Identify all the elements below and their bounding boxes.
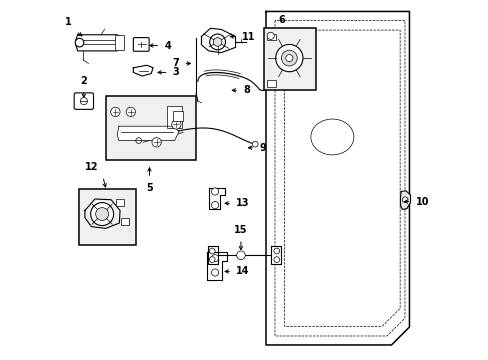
Circle shape — [211, 255, 218, 262]
Bar — [106, 96, 196, 160]
Circle shape — [209, 257, 215, 262]
Polygon shape — [271, 246, 281, 264]
Polygon shape — [207, 252, 226, 280]
Circle shape — [211, 202, 218, 209]
Text: 14: 14 — [236, 266, 249, 276]
FancyBboxPatch shape — [133, 38, 149, 51]
Circle shape — [211, 269, 218, 276]
Circle shape — [252, 141, 258, 147]
Text: 12: 12 — [85, 162, 99, 172]
Text: 9: 9 — [259, 143, 266, 153]
Circle shape — [285, 54, 292, 62]
FancyBboxPatch shape — [74, 93, 93, 109]
Circle shape — [213, 38, 222, 46]
Circle shape — [110, 107, 120, 117]
Circle shape — [211, 188, 218, 195]
Text: 8: 8 — [243, 85, 250, 95]
Bar — [115, 35, 124, 50]
Circle shape — [90, 203, 113, 226]
Circle shape — [236, 251, 244, 260]
Circle shape — [281, 50, 297, 66]
Circle shape — [80, 98, 87, 105]
Text: 4: 4 — [164, 41, 171, 50]
Circle shape — [275, 44, 303, 72]
Circle shape — [75, 39, 83, 47]
Circle shape — [136, 138, 142, 143]
Polygon shape — [133, 65, 153, 76]
Circle shape — [266, 32, 274, 40]
Text: 6: 6 — [278, 15, 285, 26]
Bar — [121, 218, 129, 225]
Text: 10: 10 — [415, 197, 428, 207]
Bar — [266, 80, 276, 87]
Text: 2: 2 — [81, 76, 87, 86]
Circle shape — [126, 107, 135, 117]
Circle shape — [96, 208, 108, 221]
Circle shape — [152, 138, 161, 147]
Bar — [264, 28, 316, 90]
Circle shape — [273, 257, 279, 262]
Text: 1: 1 — [65, 17, 72, 27]
Text: 13: 13 — [236, 198, 249, 208]
Bar — [79, 189, 136, 244]
Circle shape — [171, 120, 181, 129]
Polygon shape — [117, 126, 179, 140]
Circle shape — [402, 197, 407, 203]
Polygon shape — [76, 35, 122, 51]
Text: 7: 7 — [172, 58, 179, 68]
Bar — [172, 111, 183, 121]
Polygon shape — [208, 188, 224, 209]
Bar — [167, 107, 182, 128]
Text: 11: 11 — [241, 32, 255, 41]
Polygon shape — [400, 191, 410, 210]
Text: 15: 15 — [234, 225, 247, 235]
Bar — [266, 34, 276, 40]
Polygon shape — [207, 246, 217, 264]
Circle shape — [209, 34, 225, 50]
Text: 5: 5 — [146, 183, 153, 193]
Text: 3: 3 — [172, 67, 179, 77]
Bar — [116, 199, 123, 206]
Circle shape — [209, 248, 215, 254]
Circle shape — [273, 248, 279, 254]
